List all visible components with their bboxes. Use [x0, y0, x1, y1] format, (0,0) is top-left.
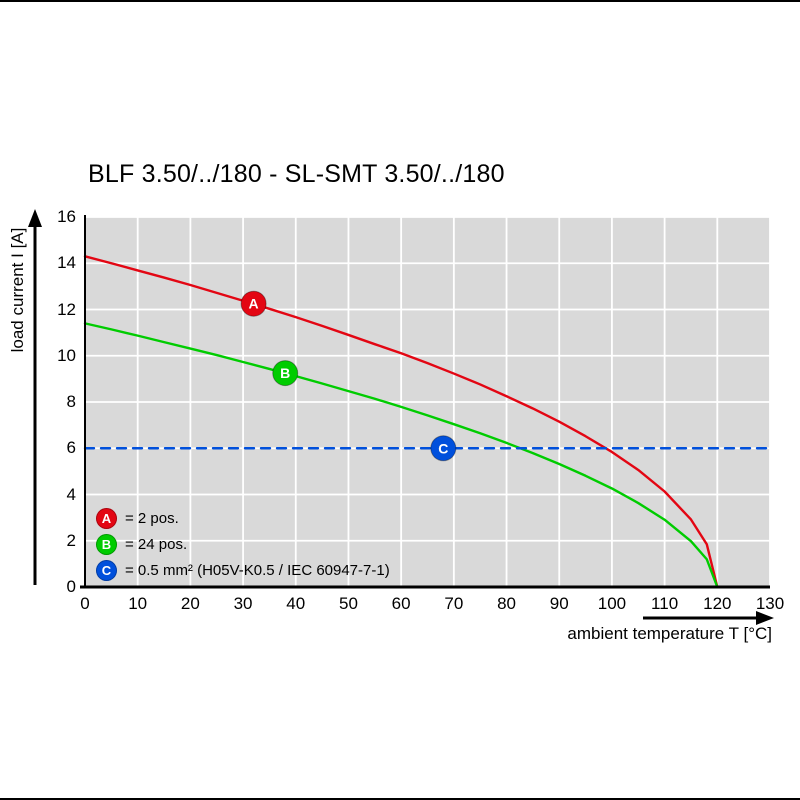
- x-tick-label-40: 40: [286, 594, 306, 613]
- y-axis-label: load current I [A]: [8, 227, 27, 353]
- legend-marker-c-icon: C: [96, 559, 117, 581]
- series-A-curve: [83, 255, 719, 589]
- marker-B-icon: [272, 360, 299, 387]
- y-tick-label-6: 6: [66, 438, 76, 458]
- x-tick-label-120: 120: [703, 594, 732, 613]
- legend-marker-b-icon: B: [96, 533, 117, 555]
- y-tick-label-12: 12: [57, 299, 76, 319]
- legend-item-a: A = 2 pos.: [96, 505, 390, 531]
- marker-A-letter: A: [249, 296, 259, 312]
- y-tick-label-2: 2: [66, 530, 76, 550]
- legend-label-c: = 0.5 mm² (H05V-K0.5 / IEC 60947-7-1): [125, 561, 390, 579]
- x-axis-label: ambient temperature T [°C]: [567, 624, 772, 643]
- legend-label-b: = 24 pos.: [125, 535, 188, 553]
- x-tick-label-20: 20: [180, 594, 200, 613]
- legend-item-c: C = 0.5 mm² (H05V-K0.5 / IEC 60947-7-1): [96, 557, 390, 583]
- x-axis-arrowhead-icon: [756, 611, 774, 625]
- x-tick-label-100: 100: [597, 594, 627, 613]
- marker-C-icon: [430, 435, 457, 462]
- x-tick-label-130: 130: [755, 594, 785, 613]
- legend-marker-a-icon: A: [96, 507, 117, 529]
- x-tick-label-0: 0: [80, 594, 90, 613]
- x-tick-label-10: 10: [128, 594, 148, 613]
- chart-title: BLF 3.50/../180 - SL-SMT 3.50/../180: [88, 160, 505, 188]
- x-tick-label-110: 110: [651, 594, 679, 613]
- y-tick-label-16: 16: [57, 207, 76, 226]
- y-tick-label-8: 8: [66, 392, 76, 411]
- marker-C-letter: C: [438, 440, 448, 456]
- y-tick-label-10: 10: [57, 345, 76, 365]
- y-axis-arrowhead-icon: [28, 209, 42, 227]
- x-tick-label-90: 90: [549, 594, 569, 613]
- x-tick-label-80: 80: [497, 594, 516, 613]
- x-tick-label-70: 70: [444, 594, 464, 613]
- series-B-curve: [83, 322, 719, 589]
- marker-A-icon: [240, 290, 267, 317]
- x-tick-label-60: 60: [391, 594, 411, 613]
- x-tick-label-30: 30: [233, 594, 253, 613]
- legend-item-b: B = 24 pos.: [96, 531, 390, 557]
- y-tick-label-14: 14: [57, 253, 76, 273]
- y-tick-label-0: 0: [66, 577, 76, 596]
- y-tick-label-4: 4: [66, 484, 76, 504]
- x-tick-label-50: 50: [338, 594, 358, 613]
- legend-label-a: = 2 pos.: [125, 509, 179, 527]
- chart-legend: A = 2 pos. B = 24 pos. C = 0.5 mm² (H05V…: [96, 505, 390, 583]
- marker-B-letter: B: [280, 365, 290, 381]
